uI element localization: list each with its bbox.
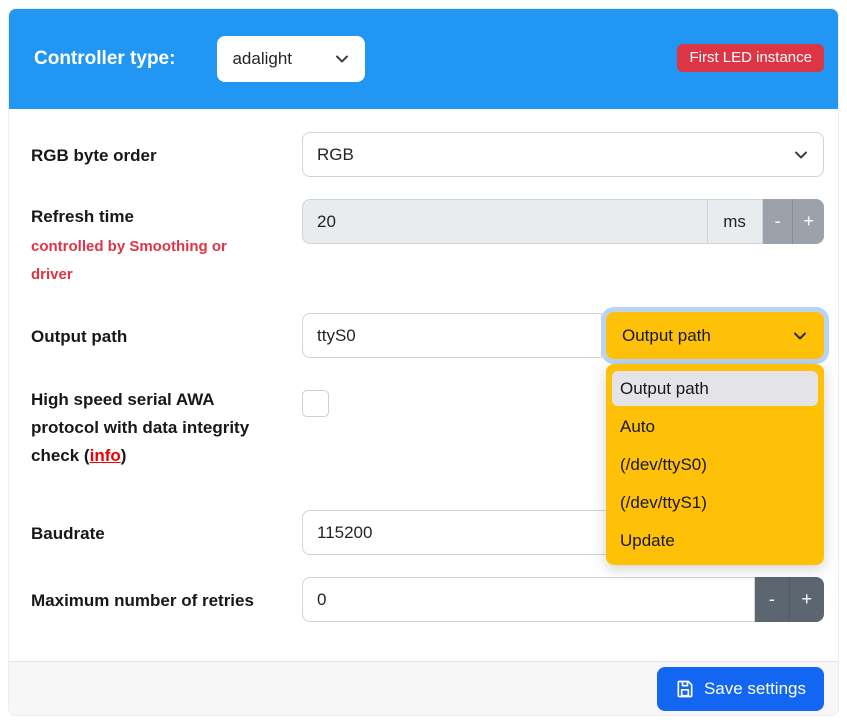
refresh-time-label: Refresh time: [31, 207, 134, 226]
card-header: Controller type: adalight First LED inst…: [9, 9, 838, 109]
awa-protocol-checkbox[interactable]: [302, 390, 329, 417]
controller-type-select[interactable]: adalight: [217, 36, 366, 82]
output-path-input-group: Output path Output path Auto (/dev/ttyS0…: [302, 312, 824, 565]
max-retries-label: Maximum number of retries: [31, 591, 254, 610]
card-footer: Save settings: [9, 661, 838, 715]
chevron-down-icon: [795, 151, 807, 158]
rgb-byte-order-label: RGB byte order: [31, 146, 157, 165]
refresh-time-input-group: ms - +: [302, 199, 824, 244]
chevron-down-icon: [794, 332, 806, 339]
max-retries-decrement-button[interactable]: -: [755, 577, 790, 622]
first-led-instance-badge: First LED instance: [677, 44, 824, 72]
chevron-down-icon: [336, 55, 349, 63]
refresh-time-row: Refresh time controlled by Smoothing or …: [23, 199, 824, 289]
output-path-input[interactable]: [302, 313, 602, 358]
awa-label-text-close: ): [120, 446, 127, 465]
output-path-dropdown-button[interactable]: Output path: [606, 312, 824, 359]
save-icon: [677, 680, 693, 697]
refresh-time-unit: ms: [707, 199, 763, 244]
led-controller-settings-card: Controller type: adalight First LED inst…: [8, 8, 839, 716]
output-path-dropdown: Output path Output path Auto (/dev/ttyS0…: [606, 312, 824, 565]
menu-item-dev-ttys0[interactable]: (/dev/ttyS0): [620, 455, 707, 474]
baudrate-label: Baudrate: [31, 524, 105, 543]
save-settings-button[interactable]: Save settings: [656, 666, 824, 711]
output-path-row: Output path Output path Output path Auto…: [23, 312, 824, 565]
controller-type-value: adalight: [232, 49, 293, 68]
controller-type-label: Controller type:: [34, 48, 176, 69]
menu-item-update[interactable]: Update: [620, 531, 675, 550]
rgb-byte-order-row: RGB byte order RGB: [23, 132, 824, 177]
output-path-dropdown-button-label: Output path: [622, 325, 711, 345]
max-retries-increment-button[interactable]: +: [789, 577, 824, 622]
awa-protocol-label: High speed serial AWA protocol with data…: [23, 384, 302, 470]
max-retries-input[interactable]: [302, 577, 756, 622]
menu-item-auto[interactable]: Auto: [620, 417, 655, 436]
menu-item-output-path[interactable]: Output path: [612, 371, 818, 406]
output-path-dropdown-menu: Output path Auto (/dev/ttyS0) (/dev/ttyS…: [606, 364, 824, 565]
rgb-byte-order-select[interactable]: RGB: [302, 132, 824, 177]
refresh-time-decrement-button[interactable]: -: [762, 199, 794, 244]
awa-protocol-row: High speed serial AWA protocol with data…: [23, 384, 824, 484]
save-settings-label: Save settings: [703, 678, 806, 698]
awa-label-text: High speed serial AWA protocol with data…: [31, 390, 250, 465]
refresh-time-increment-button[interactable]: +: [793, 199, 824, 244]
menu-item-dev-ttys1[interactable]: (/dev/ttyS1): [620, 493, 707, 512]
refresh-time-input: [302, 199, 708, 244]
output-path-label: Output path: [31, 327, 128, 346]
card-body: RGB byte order RGB Refresh time controll…: [9, 109, 838, 622]
max-retries-input-group: - +: [302, 577, 824, 622]
rgb-byte-order-value: RGB: [317, 144, 354, 164]
refresh-time-note: controlled by Smoothing or driver: [31, 238, 227, 283]
info-link[interactable]: info: [89, 446, 121, 465]
max-retries-row: Maximum number of retries - +: [23, 577, 824, 622]
